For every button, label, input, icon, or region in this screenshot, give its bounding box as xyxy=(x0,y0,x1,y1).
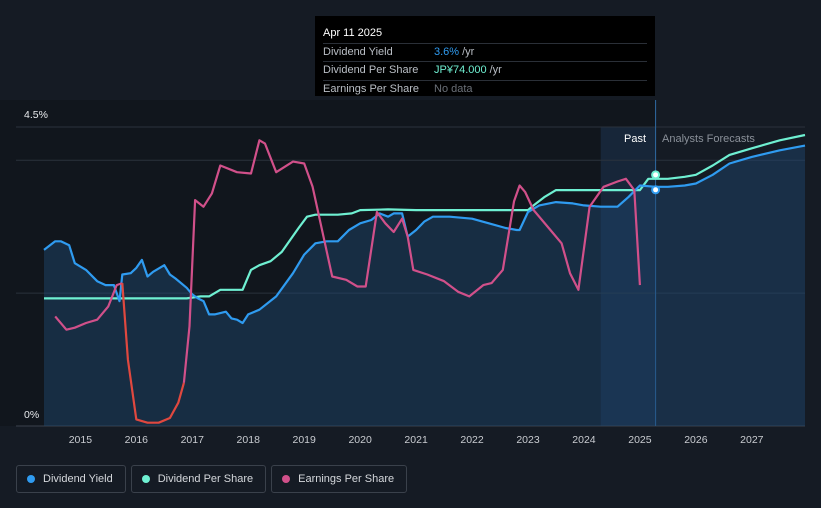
xtick-label-2018: 2018 xyxy=(237,434,261,446)
tooltip-eps-value: No data xyxy=(434,82,473,95)
tooltip-row-yield: Dividend Yield 3.6% /yr xyxy=(323,42,647,62)
series-lines xyxy=(43,133,806,424)
legend-label: Dividend Yield xyxy=(43,473,113,485)
tooltip-dps-value: JP¥74.000 xyxy=(434,64,487,76)
tooltip-row-eps: Earnings Per Share No data xyxy=(323,79,647,99)
tooltip-yield-unit: /yr xyxy=(462,45,475,58)
xtick-label-2025: 2025 xyxy=(628,434,652,446)
dividend-per-share-line xyxy=(44,133,806,300)
xtick-label-2019: 2019 xyxy=(293,434,317,446)
ytick-label-top: 4.5% xyxy=(24,109,48,121)
xtick-label-2020: 2020 xyxy=(348,434,372,446)
tooltip-yield-label: Dividend Yield xyxy=(323,45,393,58)
xtick-label-2022: 2022 xyxy=(460,434,484,446)
xtick-label-2026: 2026 xyxy=(684,434,708,446)
legend-dot-icon xyxy=(27,475,35,483)
xtick-label-2021: 2021 xyxy=(404,434,428,446)
xtick-label-2023: 2023 xyxy=(516,434,540,446)
legend-dividend-yield[interactable]: Dividend Yield xyxy=(16,465,126,493)
chart-background xyxy=(0,100,656,426)
legend-label: Dividend Per Share xyxy=(157,473,254,485)
hover-tooltip: Apr 11 2025 Dividend Yield 3.6% /yr Divi… xyxy=(315,16,655,96)
xtick-label-2015: 2015 xyxy=(69,434,93,446)
xtick-label-2027: 2027 xyxy=(740,434,764,446)
tooltip-yield-value: 3.6% xyxy=(434,45,460,58)
ytick-label-bottom: 0% xyxy=(24,409,39,421)
tooltip-date: Apr 11 2025 xyxy=(323,27,383,39)
tooltip-dps-label: Dividend Per Share xyxy=(323,64,419,76)
tooltip-row-dps: Dividend Per Share JP¥74.000 /yr xyxy=(323,61,647,80)
past-boundary-shade xyxy=(600,127,656,426)
region-label-forecast: Analysts Forecasts xyxy=(662,133,755,145)
tooltip-dps-unit: /yr xyxy=(489,64,502,76)
chart-text: 4.5% 0% Past Analysts Forecasts xyxy=(24,109,755,421)
legend-earnings-per-share[interactable]: Earnings Per Share xyxy=(271,465,408,493)
legend-dividend-per-share[interactable]: Dividend Per Share xyxy=(130,465,267,493)
past-region-bg xyxy=(0,100,656,426)
dividend-yield-line xyxy=(43,144,806,325)
tooltip-eps-label: Earnings Per Share xyxy=(323,82,419,95)
legend-dot-icon xyxy=(141,475,150,483)
xtick-label-2016: 2016 xyxy=(125,434,149,446)
legend-label: Earnings Per Share xyxy=(298,473,395,485)
earnings-per-share-line-seg-1 xyxy=(121,283,185,424)
yield-area xyxy=(44,145,805,426)
yield-present-marker xyxy=(651,185,661,195)
x-axis-ticks: 2015 2016 2017 2018 2019 2020 2021 2022 2023 2024… xyxy=(69,434,764,446)
earnings-per-share-line-seg-2 xyxy=(182,139,641,383)
series-markers xyxy=(651,170,661,195)
earnings-per-share-line-seg-0 xyxy=(54,282,123,331)
chart-gridlines xyxy=(16,100,805,427)
xtick-label-2024: 2024 xyxy=(572,434,596,446)
dps-present-marker xyxy=(651,170,661,180)
xtick-label-2017: 2017 xyxy=(181,434,205,446)
chart-legend: Dividend Yield Dividend Per Share Earnin… xyxy=(16,465,408,493)
legend-dot-icon xyxy=(282,475,291,483)
region-label-past: Past xyxy=(624,133,646,145)
dividend-yield-area xyxy=(44,145,805,426)
